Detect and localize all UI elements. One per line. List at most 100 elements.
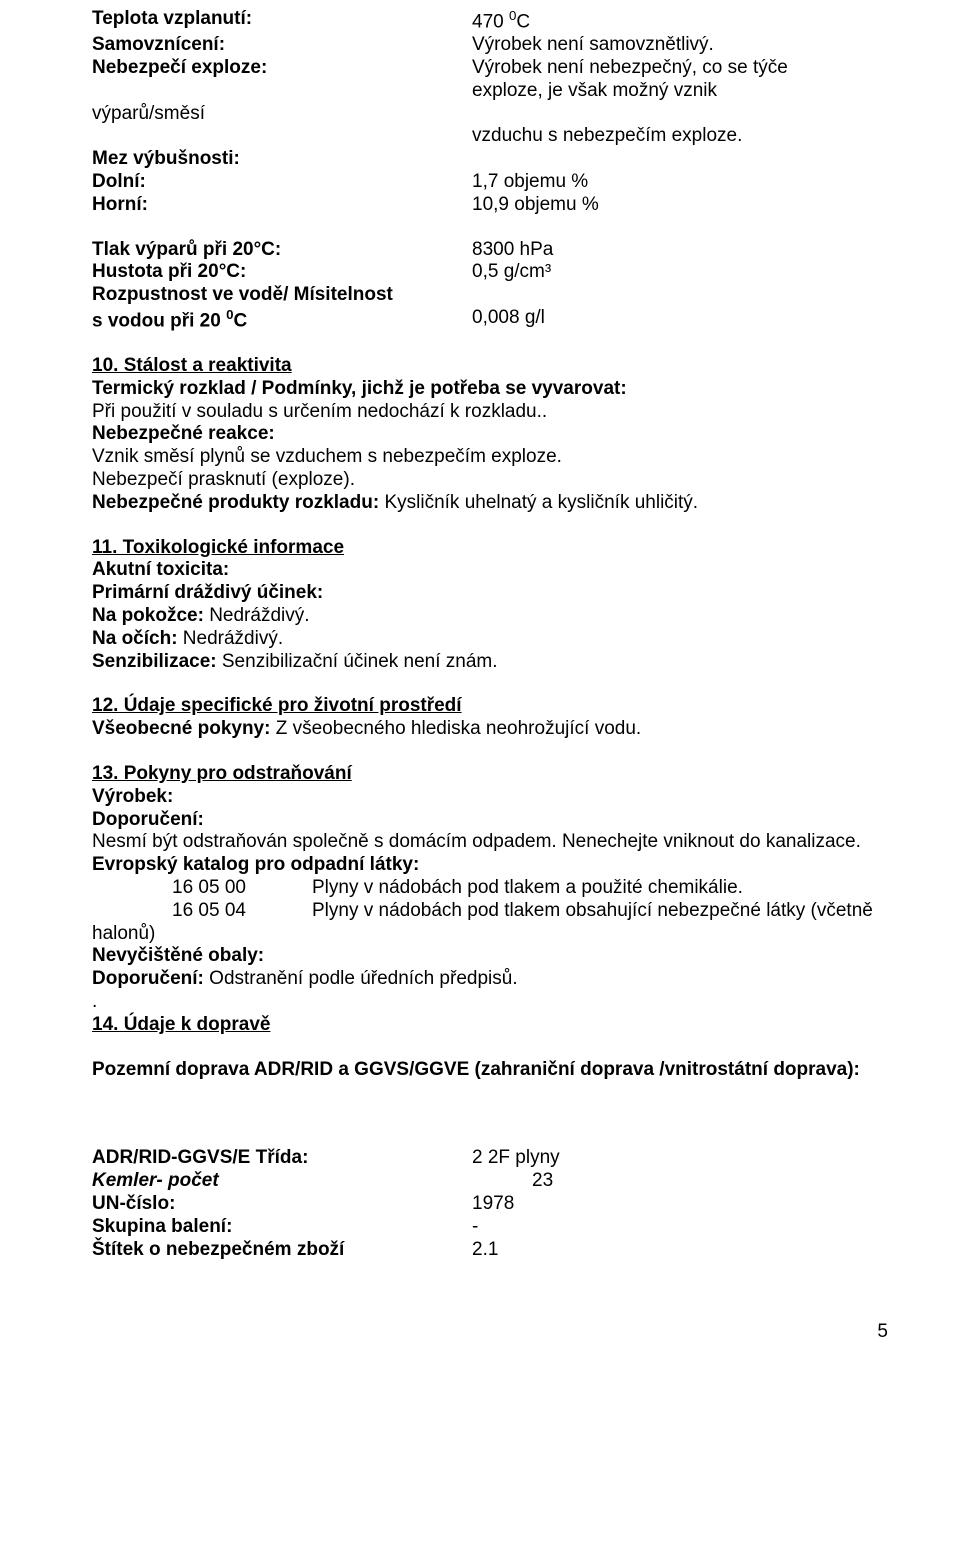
transport-row: Kemler- počet 23: [92, 1170, 888, 1193]
transport-row: Skupina balení: -: [92, 1216, 888, 1239]
text-line: Nebezpečí prasknutí (exploze).: [92, 469, 888, 492]
value: Kysličník uhelnatý a kysličník uhličitý.: [379, 492, 698, 513]
label: Teplota vzplanutí:: [92, 8, 472, 34]
transport-row: ADR/RID-GGVS/E Třída: 2 2F plyny: [92, 1147, 888, 1170]
text-line: Nevyčištěné obaly:: [92, 945, 888, 968]
prop-row: s vodou při 20 0C 0,008 g/l: [92, 307, 888, 333]
text-line: Vznik směsí plynů se vzduchem s nebezpeč…: [92, 446, 888, 469]
value: Výrobek není samovznětlivý.: [472, 34, 888, 57]
label: Na očích:: [92, 628, 178, 649]
value: Z všeobecného hlediska neohrožující vodu…: [270, 718, 641, 739]
value: Nedráždivý.: [204, 605, 310, 626]
text-line: Nesmí být odstraňován společně s domácím…: [92, 831, 888, 854]
prop-row: Rozpustnost ve vodě/ Mísitelnost: [92, 284, 888, 307]
catalog-row: 16 05 04 Plyny v nádobách pod tlakem obs…: [92, 900, 888, 923]
value: 1978: [472, 1193, 888, 1216]
text-line: Termický rozklad / Podmínky, jichž je po…: [92, 378, 888, 401]
page-number: 5: [92, 1321, 888, 1344]
desc: Plyny v nádobách pod tlakem obsahující n…: [312, 900, 873, 923]
text-line: Senzibilizace: Senzibilizační účinek nen…: [92, 651, 888, 674]
value: [472, 148, 888, 171]
label: Kemler- počet: [92, 1170, 472, 1193]
text-line: Primární dráždivý účinek:: [92, 582, 888, 605]
prop-row: Mez výbušnosti:: [92, 148, 888, 171]
code: 16 05 04: [172, 900, 312, 923]
label: Všeobecné pokyny:: [92, 718, 270, 739]
text-line: Na očích: Nedráždivý.: [92, 628, 888, 651]
label: Horní:: [92, 194, 472, 217]
value: exploze, je však možný vznik: [472, 80, 888, 103]
prop-row: Horní: 10,9 objemu %: [92, 194, 888, 217]
text-line: Na pokožce: Nedráždivý.: [92, 605, 888, 628]
prop-row: vzduchu s nebezpečím exploze.: [92, 125, 888, 148]
text-line: Evropský katalog pro odpadní látky:: [92, 854, 888, 877]
section-heading: 11. Toxikologické informace: [92, 537, 888, 560]
value: 10,9 objemu %: [472, 194, 888, 217]
prop-row: Samovznícení: Výrobek není samovznětlivý…: [92, 34, 888, 57]
value: [472, 103, 888, 126]
value: 1,7 objemu %: [472, 171, 888, 194]
label: [92, 80, 472, 103]
label: ADR/RID-GGVS/E Třída:: [92, 1147, 472, 1170]
prop-row: Hustota při 20°C: 0,5 g/cm³: [92, 261, 888, 284]
text-line: Při použití v souladu s určením nedocház…: [92, 401, 888, 424]
section-heading: 13. Pokyny pro odstraňování: [92, 763, 888, 786]
prop-row: Tlak výparů při 20°C: 8300 hPa: [92, 239, 888, 262]
prop-row: Teplota vzplanutí: 470 0C: [92, 8, 888, 34]
value: 470 0C: [472, 8, 888, 34]
section-heading: 14. Údaje k dopravě: [92, 1014, 888, 1037]
text-line: Doporučení: Odstranění podle úředních př…: [92, 968, 888, 991]
label: výparů/směsí: [92, 103, 472, 126]
value: Výrobek není nebezpečný, co se týče: [472, 57, 888, 80]
text-line: Pozemní doprava ADR/RID a GGVS/GGVE (zah…: [92, 1059, 888, 1082]
value: -: [472, 1216, 888, 1239]
label: Skupina balení:: [92, 1216, 472, 1239]
label: Dolní:: [92, 171, 472, 194]
text: C: [234, 310, 248, 331]
value: 0,008 g/l: [472, 307, 888, 333]
transport-row: UN-číslo: 1978: [92, 1193, 888, 1216]
label: Mez výbušnosti:: [92, 148, 472, 171]
text: s vodou při 20: [92, 310, 226, 331]
label: UN-číslo:: [92, 1193, 472, 1216]
value: 2.1: [472, 1239, 888, 1262]
section-heading: 10. Stálost a reaktivita: [92, 355, 888, 378]
label: Na pokožce:: [92, 605, 204, 626]
value: 23: [472, 1170, 888, 1193]
transport-row: Štítek o nebezpečném zboží 2.1: [92, 1239, 888, 1262]
label: Tlak výparů při 20°C:: [92, 239, 472, 262]
value: Senzibilizační účinek není znám.: [217, 651, 498, 672]
label: Nebezpečné produkty rozkladu:: [92, 492, 379, 513]
value: Nedráždivý.: [178, 628, 284, 649]
value: 2 2F plyny: [472, 1147, 888, 1170]
value: Odstranění podle úředních předpisů.: [204, 968, 518, 989]
text: C: [516, 11, 530, 32]
value: 0,5 g/cm³: [472, 261, 888, 284]
text-line: Výrobek:: [92, 786, 888, 809]
text-line: Doporučení:: [92, 809, 888, 832]
prop-row: Nebezpečí exploze: Výrobek není nebezpeč…: [92, 57, 888, 80]
text-line: Nebezpečné produkty rozkladu: Kysličník …: [92, 492, 888, 515]
sup: 0: [226, 307, 233, 322]
label: Doporučení:: [92, 968, 204, 989]
text-line: .: [92, 991, 888, 1014]
prop-row: Dolní: 1,7 objemu %: [92, 171, 888, 194]
catalog-row: 16 05 00 Plyny v nádobách pod tlakem a p…: [92, 877, 888, 900]
text-line: Všeobecné pokyny: Z všeobecného hlediska…: [92, 718, 888, 741]
label: Rozpustnost ve vodě/ Mísitelnost: [92, 284, 472, 307]
text-line: Akutní toxicita:: [92, 559, 888, 582]
label: Senzibilizace:: [92, 651, 217, 672]
prop-row: výparů/směsí: [92, 103, 888, 126]
code: 16 05 00: [172, 877, 312, 900]
section-heading: 12. Údaje specifické pro životní prostře…: [92, 695, 888, 718]
label: s vodou při 20 0C: [92, 307, 472, 333]
label: Štítek o nebezpečném zboží: [92, 1239, 472, 1262]
prop-row: exploze, je však možný vznik: [92, 80, 888, 103]
text: 470: [472, 11, 509, 32]
text-line: halonů): [92, 923, 888, 946]
value: 8300 hPa: [472, 239, 888, 262]
label: [92, 125, 472, 148]
label: Samovznícení:: [92, 34, 472, 57]
text-line: Nebezpečné reakce:: [92, 423, 888, 446]
desc: Plyny v nádobách pod tlakem a použité ch…: [312, 877, 743, 900]
